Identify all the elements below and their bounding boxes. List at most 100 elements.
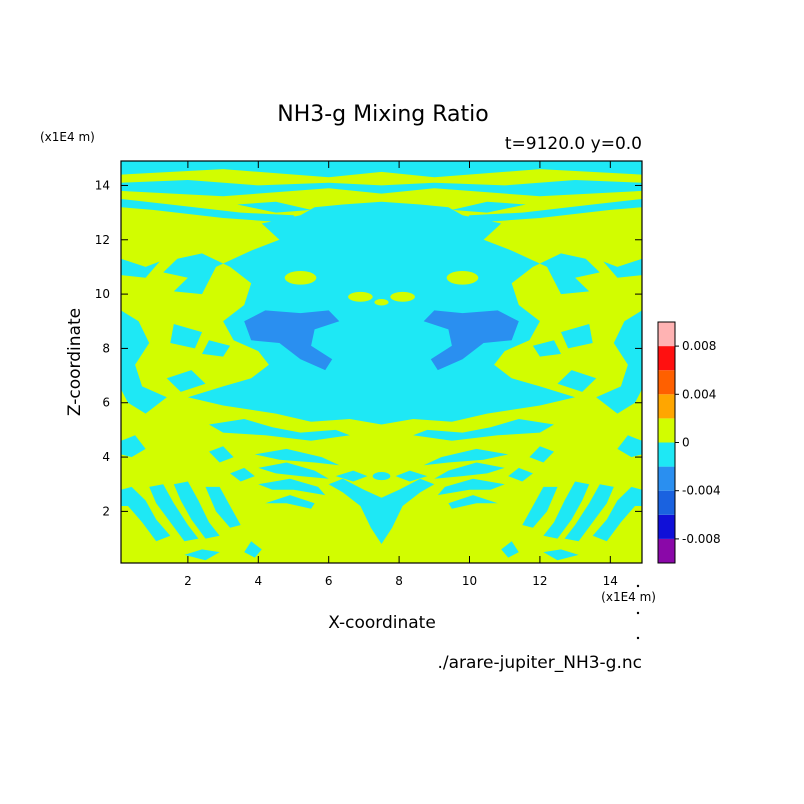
colorbar-segment [658,370,675,395]
axis-marker-dots [636,584,640,640]
field-region-side [170,324,202,349]
field-stripe [254,448,340,466]
y-tick-label: 4 [102,450,110,464]
field-region-spike [335,470,368,482]
colorbar-segment [658,322,675,347]
plot-frame [120,160,643,564]
y-tick-label: 14 [95,178,110,192]
field-region-side [596,310,642,414]
field-region-spike [372,472,391,481]
field-island [348,291,373,302]
marker-dot [636,636,640,640]
field-stripe [448,495,498,509]
colorbar-segment [658,490,675,515]
colorbar-label: 0.008 [682,339,716,353]
y-unit-label: (x1E4 m) [40,130,95,144]
field-region-side [202,340,231,357]
colorbar-label: -0.008 [682,532,721,546]
field-stripe [437,478,505,496]
field-stripe [258,462,329,479]
field-stripe-lower [173,481,220,539]
colorbar: -0.008 -0.004 0 0.004 0.008 [657,321,721,564]
field-stripe-lower [121,486,171,542]
x-unit-label: (x1E4 m) [601,590,656,604]
field-region-spike [395,470,428,482]
x-tick-label: 14 [603,574,618,588]
field-stripe-lower [230,467,255,482]
field-stripe-lower [592,486,642,542]
x-tick-label: 10 [462,574,477,588]
contour-field [121,161,642,563]
field-stripe-lower [121,435,146,458]
marker-dot [636,611,640,615]
x-tick-label: 2 [184,574,192,588]
field-island [284,271,317,285]
y-tick-label: 2 [102,504,110,518]
chart-subtitle: t=9120.0 y=0.0 [505,134,642,154]
colorbar-label: -0.004 [682,484,721,498]
colorbar-segment [658,394,675,419]
field-stripe-lower [149,484,199,542]
field-region-side [413,419,554,441]
field-region-side [557,370,597,392]
field-region-center [163,201,600,425]
x-tick-label: 6 [325,574,333,588]
x-axis-ticks: 2 4 6 8 10 12 14 [184,161,618,588]
colorbar-label: 0.004 [682,387,716,401]
field-island [446,271,479,285]
y-tick-label: 10 [95,287,110,301]
marker-dot [636,584,640,588]
file-name: ./arare-jupiter_NH3-g.nc [437,653,642,673]
field-stripe-lower [209,446,234,463]
field-region-upper [451,201,526,213]
field-stripe-lower [501,541,519,558]
field-island [374,298,389,306]
field-region-upper [121,199,301,224]
field-stripe-lower [508,467,533,482]
field-region-top [121,180,642,197]
y-tick-label: 8 [102,341,110,355]
x-tick-label: 8 [395,574,403,588]
field-stripe-lower [564,484,614,542]
colorbar-segment [658,418,675,443]
field-region-upper [603,258,642,278]
field-region-spike [328,478,435,544]
colorbar-segment [658,466,675,491]
field-stripe-lower [522,486,558,528]
y-tick-label: 12 [95,233,110,247]
colorbar-segment [658,538,675,563]
field-stripe [434,462,505,479]
field-region-side [166,370,206,392]
x-axis-label: X-coordinate [328,613,436,633]
field-region-side [561,324,593,349]
field-stripe-lower [184,549,220,561]
field-region-side [532,340,561,357]
colorbar-segment [658,346,675,371]
field-stripe-lower [205,486,241,528]
field-region-side [209,419,350,441]
y-axis-label: Z-coordinate [65,308,85,416]
field-region-upper [237,201,312,213]
field-island [390,291,415,302]
field-stripe [258,478,326,496]
field-stripe-lower [529,446,554,463]
colorbar-segment [658,442,675,467]
x-tick-label: 4 [254,574,262,588]
field-stripe [265,495,315,509]
field-stripe-lower [543,481,590,539]
field-stripe-lower [617,435,642,458]
field-region-upper [462,199,642,224]
field-region-top [121,161,642,178]
field-region-blue [244,310,340,371]
chart-title: NH3-g Mixing Ratio [277,102,489,127]
colorbar-segment [658,514,675,539]
field-stripe-lower [244,541,262,558]
y-axis-ticks: 2 4 6 8 10 12 14 [95,178,642,518]
field-stripe-lower [543,549,579,561]
colorbar-label: 0 [682,436,690,450]
field-region-blue [423,310,519,371]
field-region-upper [121,258,160,278]
y-tick-label: 6 [102,396,110,410]
field-region-side [121,310,167,414]
